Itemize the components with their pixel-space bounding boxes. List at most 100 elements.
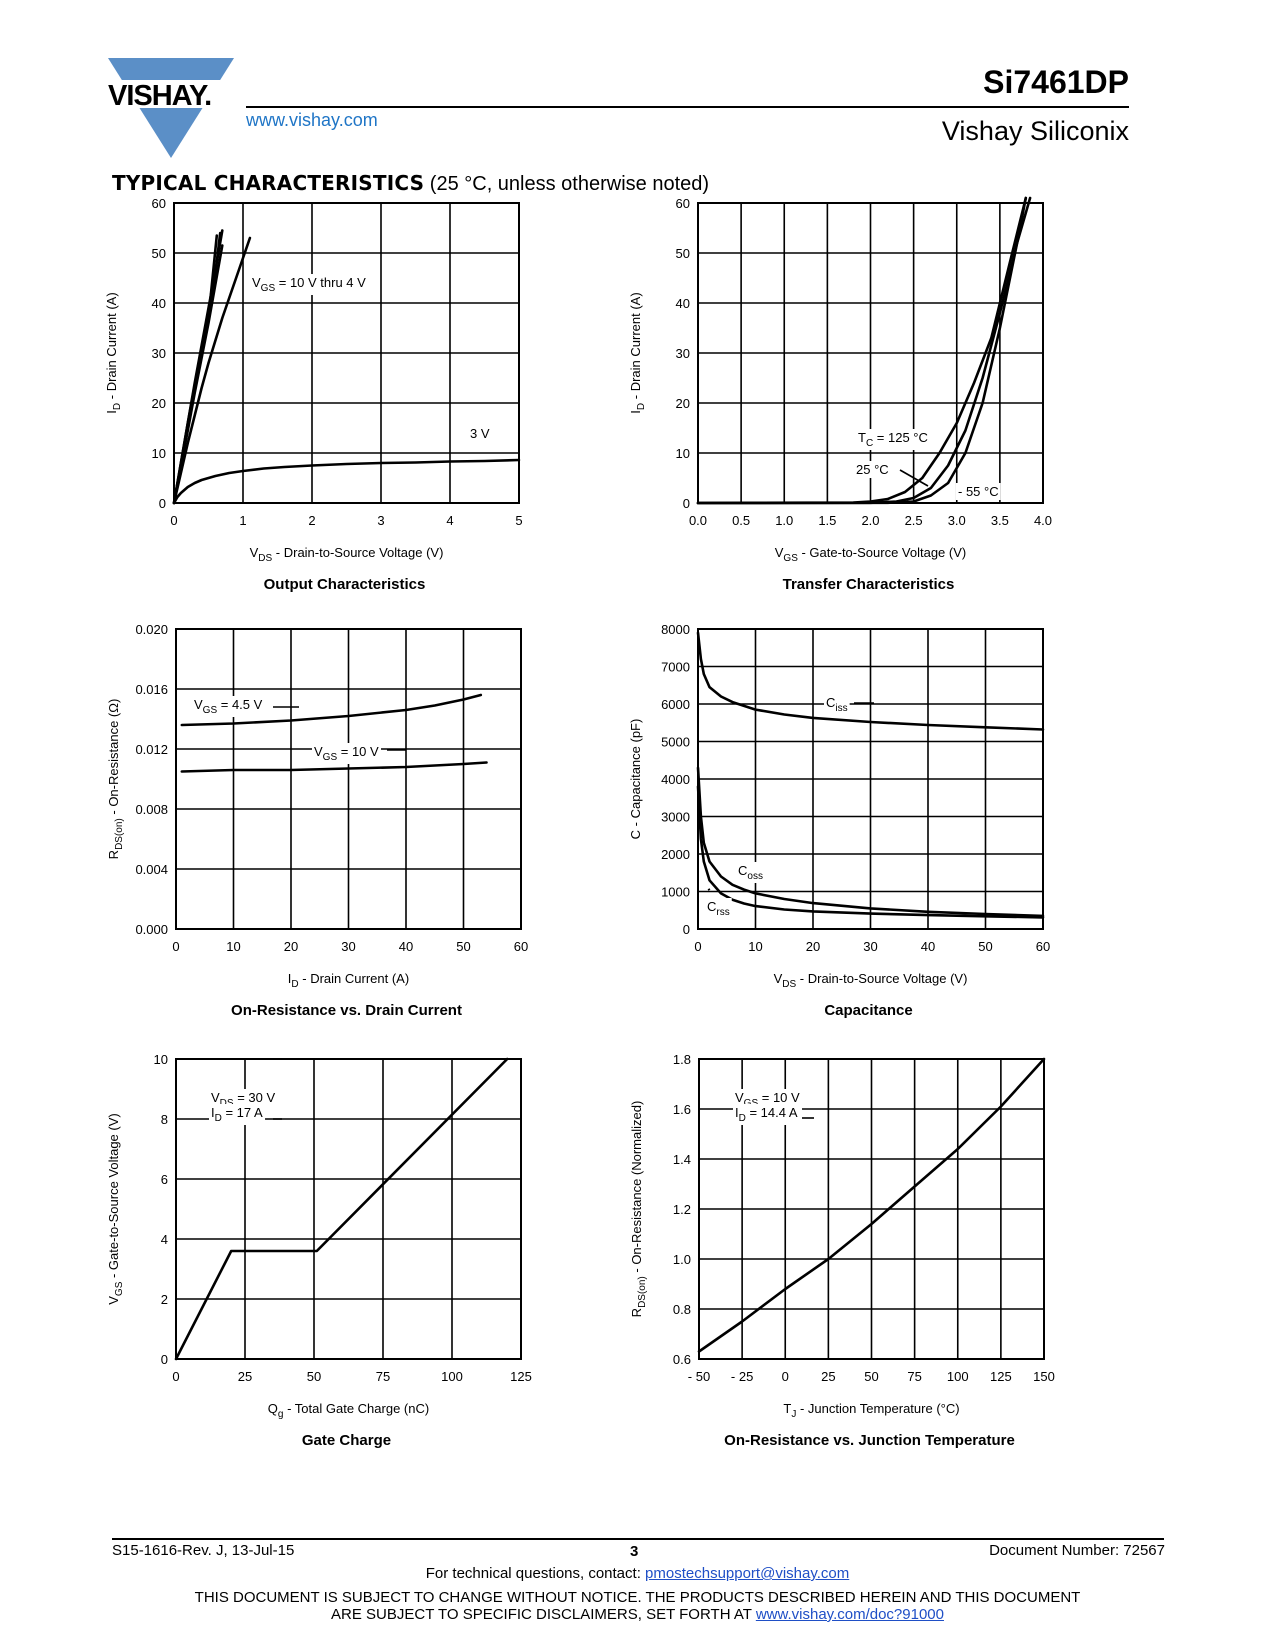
x-tick-label: 20 [806, 939, 820, 954]
annotation-label: 3 V [470, 426, 490, 441]
x-tick-label: 20 [284, 939, 298, 954]
disclaimer-link[interactable]: www.vishay.com/doc?91000 [755, 1606, 944, 1623]
annotation-label: Ciss [826, 695, 848, 714]
y-tick-label: 0.004 [135, 862, 168, 877]
chart-capacitance: 0 10 20 30 40 50 60 0 1000 2000 3000 4000 5000 6000 70… [628, 622, 1050, 1019]
y-tick-label: 0 [683, 496, 690, 511]
company-name: Vishay Siliconix [941, 116, 1129, 146]
x-tick-label: 100 [441, 1369, 463, 1384]
x-tick-label: 5 [515, 513, 522, 528]
chart-gate_charge: 0 25 50 75 100 125 0 2 4 6 8 10 VDS = 30 VID = 17 A Q… [106, 1052, 532, 1449]
series-line-vgs-3-v [172, 458, 521, 505]
y-tick-label: 2000 [661, 847, 690, 862]
website-link[interactable]: www.vishay.com [246, 110, 378, 130]
leader-line [707, 888, 711, 891]
chart-ron_id: 0 10 20 30 40 50 60 0.000 0.004 0.008 0.012 0.016 0.… [106, 622, 528, 1019]
y-axis-label: ID - Drain Current (A) [104, 292, 123, 413]
y-tick-label: 40 [676, 296, 690, 311]
leader-line [899, 469, 929, 487]
y-tick-label: 60 [152, 196, 166, 211]
annotation-label: Coss [738, 863, 763, 882]
vishay-logo [108, 58, 234, 158]
y-axis-label: C - Capacitance (pF) [628, 719, 643, 840]
series-line-rds-on- [697, 1057, 1046, 1353]
y-tick-label: 0.8 [673, 1302, 691, 1317]
y-tick-label: 0.008 [135, 802, 168, 817]
y-axis-label: RDS(on) - On-Resistance (Normalized) [629, 1101, 648, 1318]
x-tick-label: 0 [172, 1369, 179, 1384]
header-divider [246, 106, 1129, 108]
annotation-bg [468, 425, 492, 442]
y-tick-label: 30 [152, 346, 166, 361]
annotation-bg [956, 483, 1001, 500]
chart-title: Capacitance [824, 1002, 912, 1019]
y-tick-label: 0 [683, 922, 690, 937]
footer-divider [112, 1538, 1164, 1540]
annotation-bg [736, 862, 765, 883]
x-tick-label: - 25 [731, 1369, 753, 1384]
brand-name: VISHAY. [108, 80, 212, 112]
y-tick-label: 6 [161, 1172, 168, 1187]
x-tick-label: 2.0 [861, 513, 879, 528]
annotation-label: 25 °C [856, 462, 889, 477]
x-tick-label: 75 [376, 1369, 390, 1384]
y-tick-label: 7000 [661, 660, 690, 675]
x-tick-label: 100 [947, 1369, 969, 1384]
y-tick-label: 0.020 [135, 622, 168, 637]
page-number: 3 [630, 1543, 639, 1560]
y-tick-label: 4000 [661, 772, 690, 787]
y-axis-label: VGS - Gate-to-Source Voltage (V) [106, 1113, 125, 1304]
y-tick-label: 0.6 [673, 1352, 691, 1367]
x-tick-label: 10 [748, 939, 762, 954]
series-line-25-c [696, 196, 1032, 505]
x-axis-label: VDS - Drain-to-Source Voltage (V) [250, 545, 444, 564]
chart-title: Output Characteristics [264, 576, 426, 593]
series-line-vgs-4-5-v [172, 244, 224, 505]
annotation-label: Crss [707, 899, 730, 918]
x-tick-label: - 50 [688, 1369, 710, 1384]
annotation-label: VGS = 10 V thru 4 V [252, 275, 366, 294]
series-line-vgs-4-v [172, 236, 252, 505]
chart-ron_tj: - 50 - 25 0 25 50 75 100 125 150 0.6 0.8 1.0 1.2 1.4 1… [629, 1052, 1055, 1449]
annotation-label: - 55 °C [958, 484, 999, 499]
y-tick-label: 10 [152, 446, 166, 461]
y-tick-label: 20 [676, 396, 690, 411]
y-tick-label: 10 [676, 446, 690, 461]
plot-frame [175, 1058, 522, 1360]
annotation-bg [854, 461, 891, 478]
x-tick-label: 10 [226, 939, 240, 954]
annotation-bg [856, 429, 930, 450]
revision-info: S15-1616-Rev. J, 13-Jul-15 [112, 1542, 295, 1559]
y-tick-label: 0.016 [135, 682, 168, 697]
x-tick-label: 125 [510, 1369, 532, 1384]
series-line-vgs-10-v [180, 761, 488, 773]
annotation-label: TC = 125 °C [858, 430, 928, 449]
x-axis-label: Qg - Total Gate Charge (nC) [268, 1401, 429, 1420]
y-tick-label: 60 [676, 196, 690, 211]
x-tick-label: 40 [921, 939, 935, 954]
series-line-tc-125-c [696, 196, 1028, 505]
y-tick-label: 5000 [661, 735, 690, 750]
document-number: Document Number: 72567 [989, 1542, 1165, 1559]
series-line-vgs-4-5-v [180, 693, 483, 727]
x-tick-label: 75 [907, 1369, 921, 1384]
x-tick-label: 3 [377, 513, 384, 528]
y-tick-label: 40 [152, 296, 166, 311]
series-line-ciss [696, 631, 1045, 731]
annotation-label: VGS = 4.5 V [194, 697, 263, 716]
x-tick-label: 4.0 [1034, 513, 1052, 528]
x-tick-label: 0 [694, 939, 701, 954]
y-tick-label: 8000 [661, 622, 690, 637]
contact-email-link[interactable]: pmostechsupport@vishay.com [645, 1565, 850, 1582]
plot-frame [698, 1058, 1045, 1360]
x-tick-label: 0.0 [689, 513, 707, 528]
annotation-label: VGS = 10 V [735, 1090, 800, 1109]
y-tick-label: 10 [154, 1052, 168, 1067]
contact-line: For technical questions, contact: pmoste… [0, 1565, 1275, 1582]
y-tick-label: 8 [161, 1112, 168, 1127]
x-axis-label: TJ - Junction Temperature (°C) [783, 1401, 959, 1420]
x-tick-label: 50 [978, 939, 992, 954]
x-tick-label: 1 [239, 513, 246, 528]
section-title-bold: TYPICAL CHARACTERISTICS [112, 171, 425, 195]
